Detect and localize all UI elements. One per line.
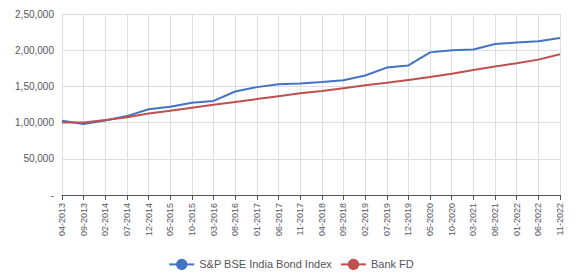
svg-text:05-2015: 05-2015 bbox=[165, 203, 175, 236]
svg-text:1,50,000: 1,50,000 bbox=[15, 81, 54, 92]
svg-text:03-2021: 03-2021 bbox=[468, 203, 478, 236]
svg-text:01-2022: 01-2022 bbox=[512, 203, 522, 236]
svg-text:03-2016: 03-2016 bbox=[209, 203, 219, 236]
svg-text:11-2017: 11-2017 bbox=[295, 203, 305, 235]
svg-text:12-2019: 12-2019 bbox=[403, 203, 413, 236]
svg-text:06-2017: 06-2017 bbox=[274, 203, 284, 236]
svg-text:01-2017: 01-2017 bbox=[252, 203, 262, 236]
svg-text:04-2018: 04-2018 bbox=[317, 203, 327, 236]
svg-text:05-2020: 05-2020 bbox=[425, 203, 435, 236]
svg-text:50,000: 50,000 bbox=[23, 153, 54, 164]
svg-text:06-2022: 06-2022 bbox=[533, 203, 543, 236]
svg-text:2,00,000: 2,00,000 bbox=[15, 45, 54, 56]
svg-text:07-2014: 07-2014 bbox=[122, 203, 132, 236]
svg-text:1,00,000: 1,00,000 bbox=[15, 117, 54, 128]
svg-text:-: - bbox=[51, 190, 54, 201]
svg-text:07-2019: 07-2019 bbox=[382, 203, 392, 236]
svg-text:10-2020: 10-2020 bbox=[447, 203, 457, 236]
svg-text:12-2014: 12-2014 bbox=[144, 203, 154, 236]
svg-text:02-2019: 02-2019 bbox=[360, 203, 370, 236]
svg-text:09-2013: 09-2013 bbox=[79, 203, 89, 236]
svg-text:09-2018: 09-2018 bbox=[338, 203, 348, 236]
svg-text:02-2014: 02-2014 bbox=[100, 203, 110, 236]
svg-text:04-2013: 04-2013 bbox=[57, 203, 67, 236]
svg-text:Bank FD: Bank FD bbox=[371, 258, 414, 270]
svg-text:08-2016: 08-2016 bbox=[230, 203, 240, 236]
svg-text:08-2021: 08-2021 bbox=[490, 203, 500, 236]
svg-text:S&P BSE India Bond Index: S&P BSE India Bond Index bbox=[199, 258, 332, 270]
svg-text:10-2015: 10-2015 bbox=[187, 203, 197, 236]
svg-text:2,50,000: 2,50,000 bbox=[15, 9, 54, 20]
svg-text:11-2022: 11-2022 bbox=[555, 203, 565, 235]
